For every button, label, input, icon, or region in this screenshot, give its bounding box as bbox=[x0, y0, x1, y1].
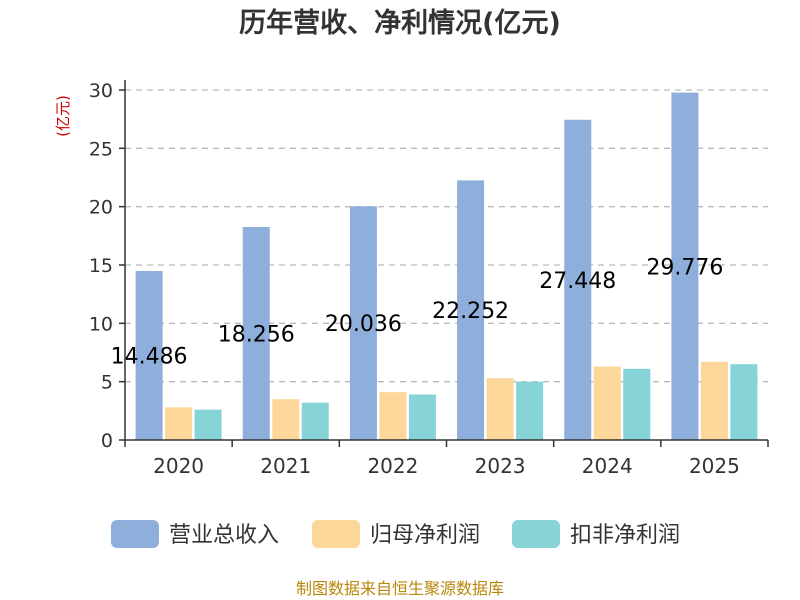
bar bbox=[349, 206, 377, 440]
legend-swatch bbox=[312, 520, 360, 548]
bar bbox=[242, 227, 270, 440]
data-label: 14.486 bbox=[111, 344, 188, 369]
source-note: 制图数据来自恒生聚源数据库 bbox=[296, 579, 504, 598]
legend: 营业总收入 归母净利润 扣非净利润 bbox=[111, 520, 680, 548]
x-tick-label: 2023 bbox=[475, 454, 526, 478]
legend-item[interactable]: 扣非净利润 bbox=[512, 520, 680, 548]
bar bbox=[623, 368, 651, 440]
bar bbox=[408, 394, 436, 440]
bar bbox=[457, 180, 485, 441]
y-tick-label: 5 bbox=[101, 372, 113, 394]
x-tick-label: 2020 bbox=[153, 454, 204, 478]
bar bbox=[516, 381, 544, 440]
x-tick-label: 2021 bbox=[260, 454, 311, 478]
data-label: 27.448 bbox=[539, 269, 616, 294]
legend-swatch bbox=[111, 520, 159, 548]
bar bbox=[135, 270, 163, 440]
y-tick-label: 25 bbox=[89, 138, 113, 160]
data-labels: 14.486 18.256 20.036 22.252 27.448 29.776 bbox=[111, 255, 724, 369]
x-tick-label: 2022 bbox=[367, 454, 418, 478]
bar bbox=[700, 361, 728, 440]
data-label: 29.776 bbox=[646, 255, 723, 280]
data-label: 20.036 bbox=[325, 312, 402, 337]
legend-label: 扣非净利润 bbox=[570, 523, 680, 548]
legend-swatch bbox=[512, 520, 560, 548]
y-tick-label: 15 bbox=[89, 255, 113, 277]
y-tick-label: 30 bbox=[89, 80, 113, 102]
x-tick-label: 2024 bbox=[582, 454, 633, 478]
data-label: 18.256 bbox=[218, 323, 295, 348]
y-axis-ticks: 0 5 10 15 20 25 30 bbox=[89, 80, 125, 452]
bar bbox=[301, 402, 329, 440]
bar bbox=[486, 378, 514, 440]
bar bbox=[194, 409, 222, 440]
data-label: 22.252 bbox=[432, 299, 509, 324]
bar bbox=[564, 119, 592, 441]
bar bbox=[593, 366, 621, 440]
bars bbox=[135, 92, 758, 441]
y-tick-label: 10 bbox=[89, 313, 113, 335]
y-axis-label: (亿元) bbox=[54, 95, 72, 137]
legend-item[interactable]: 营业总收入 bbox=[111, 520, 279, 548]
bar bbox=[379, 392, 407, 440]
bar bbox=[272, 399, 300, 440]
x-axis-ticks: 2020 2021 2022 2023 2024 2025 bbox=[124, 440, 769, 478]
bar bbox=[165, 407, 193, 440]
legend-label: 营业总收入 bbox=[169, 523, 279, 548]
y-tick-label: 0 bbox=[101, 430, 113, 452]
bar bbox=[730, 364, 758, 440]
legend-item[interactable]: 归母净利润 bbox=[312, 520, 480, 548]
bar bbox=[671, 92, 699, 440]
chart-title: 历年营收、净利情况(亿元) bbox=[239, 7, 561, 39]
y-tick-label: 20 bbox=[89, 197, 113, 219]
legend-label: 归母净利润 bbox=[370, 523, 480, 548]
grid-lines bbox=[125, 89, 768, 383]
x-tick-label: 2025 bbox=[689, 454, 740, 478]
